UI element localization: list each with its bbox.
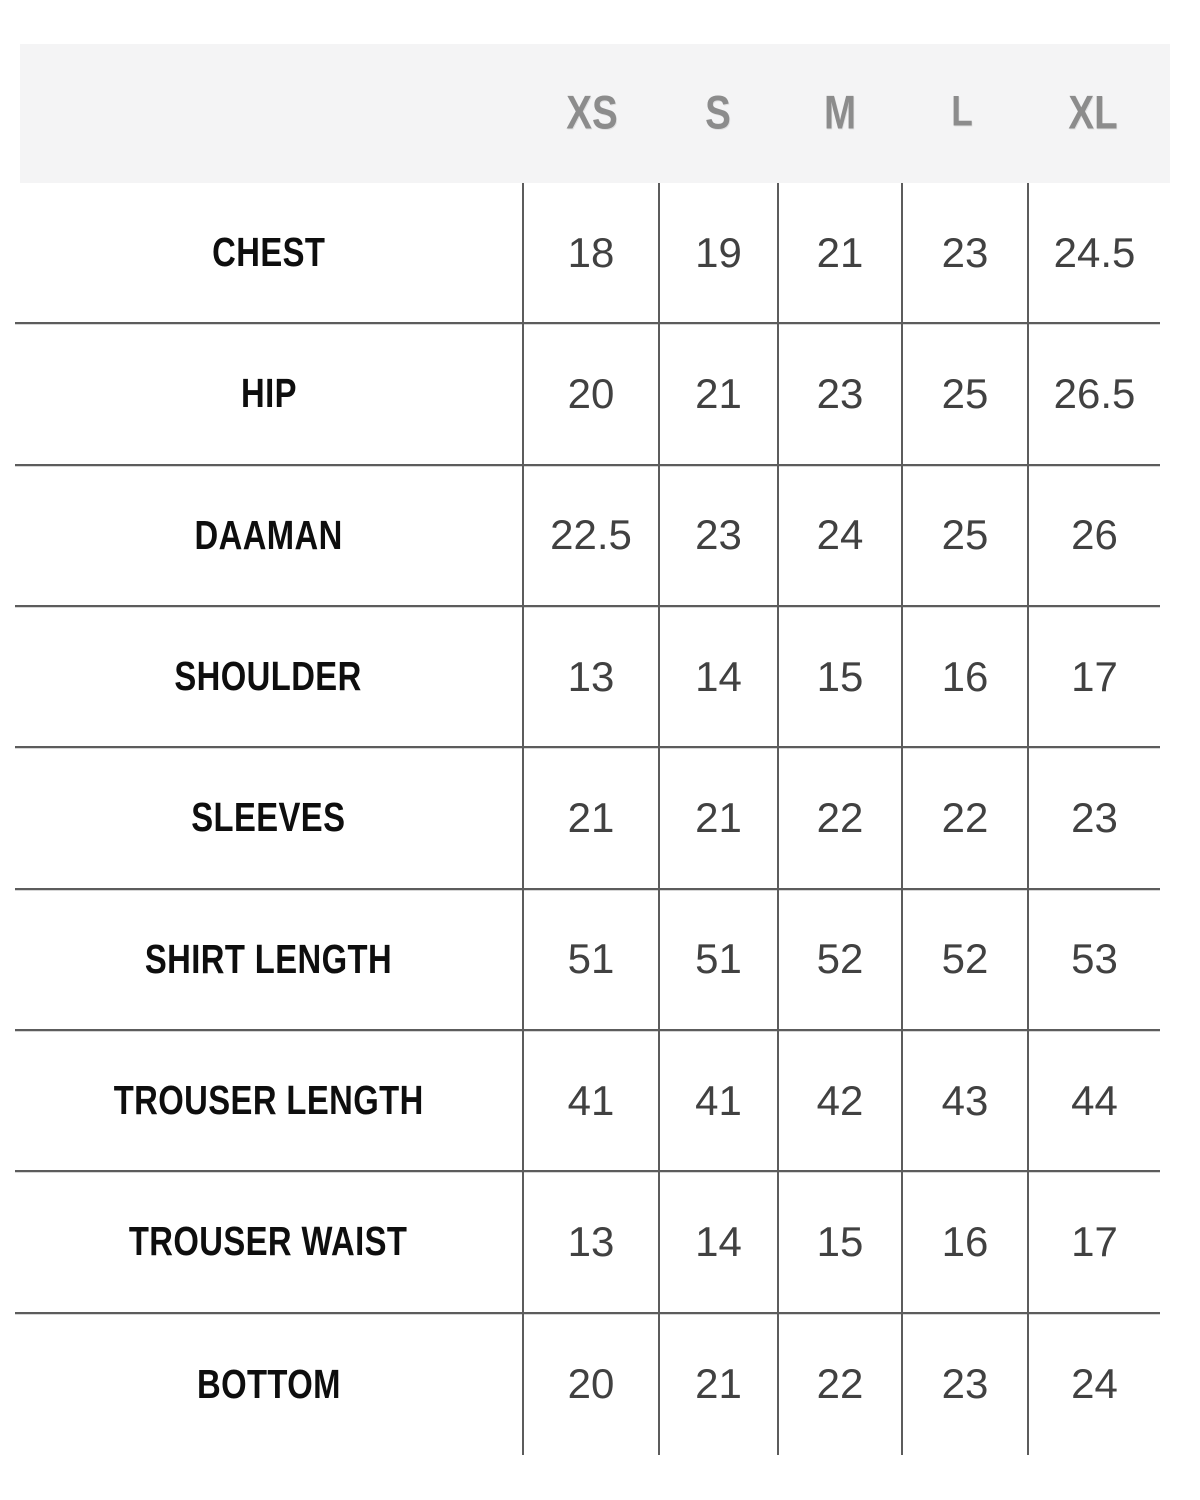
value-cell-xs: 13 <box>522 606 658 747</box>
row-label: SHOULDER <box>174 653 363 700</box>
value-cell-l: 43 <box>901 1030 1027 1171</box>
value-cell-xl: 53 <box>1027 889 1160 1029</box>
value-cell-xs: 13 <box>522 1172 658 1312</box>
row-label-cell: TROUSER LENGTH <box>15 1031 522 1170</box>
table-row-trouser-waist: TROUSER WAIST 13 14 15 16 17 <box>15 1172 1160 1314</box>
table-row-bottom: BOTTOM 20 21 22 23 24 <box>15 1313 1160 1455</box>
row-label-cell: SHOULDER <box>15 607 522 746</box>
table-row-shoulder: SHOULDER 13 14 15 16 17 <box>15 606 1160 749</box>
row-label-cell: TROUSER WAIST <box>15 1172 522 1311</box>
value-cell-xs: 18 <box>522 183 658 323</box>
row-label-cell: SLEEVES <box>15 748 522 887</box>
size-header-xs: XS <box>566 84 618 138</box>
value-cell-s: 21 <box>658 748 777 888</box>
value-cell-xs: 20 <box>522 324 658 464</box>
value-cell-m: 15 <box>777 606 901 747</box>
value-cell-l: 25 <box>901 324 1027 464</box>
value-cell-l: 22 <box>901 748 1027 888</box>
value-cell-xl: 26.5 <box>1027 324 1160 464</box>
value-cell-m: 24 <box>777 465 901 605</box>
table-row-shirt-length: SHIRT LENGTH 51 51 52 52 53 <box>15 889 1160 1031</box>
value-cell-s: 21 <box>658 324 777 464</box>
row-label-cell: HIP <box>15 324 522 463</box>
value-cell-l: 16 <box>901 1172 1027 1312</box>
row-label-cell: SHIRT LENGTH <box>15 890 522 1029</box>
value-cell-l: 23 <box>901 183 1027 323</box>
row-label: SHIRT LENGTH <box>144 935 393 982</box>
value-cell-s: 23 <box>658 465 777 605</box>
row-label-cell: BOTTOM <box>15 1314 522 1455</box>
value-cell-xl: 17 <box>1027 1172 1160 1312</box>
value-cell-xs: 41 <box>522 1030 658 1171</box>
value-cell-xs: 21 <box>522 748 658 888</box>
size-header-m: M <box>823 84 857 138</box>
value-cell-s: 14 <box>658 1172 777 1312</box>
value-cell-xl: 24 <box>1027 1313 1160 1455</box>
value-cell-xl: 23 <box>1027 748 1160 888</box>
value-cell-xl: 24.5 <box>1027 183 1160 323</box>
size-header-l: L <box>951 87 973 136</box>
row-label: DAAMAN <box>194 511 343 558</box>
value-cell-m: 21 <box>777 183 901 323</box>
value-cell-l: 52 <box>901 889 1027 1029</box>
value-cell-s: 41 <box>658 1030 777 1171</box>
row-label: BOTTOM <box>196 1360 341 1407</box>
row-label-cell: DAAMAN <box>15 466 522 605</box>
value-cell-s: 14 <box>658 606 777 747</box>
row-label: TROUSER LENGTH <box>113 1077 424 1124</box>
row-label: TROUSER WAIST <box>129 1218 408 1265</box>
value-cell-l: 16 <box>901 606 1027 747</box>
size-header-band: XS S M L XL <box>20 44 1170 183</box>
row-label: CHEST <box>211 229 326 276</box>
value-cell-s: 19 <box>658 183 777 323</box>
size-header-xl: XL <box>1068 84 1118 138</box>
value-cell-xl: 26 <box>1027 465 1160 605</box>
value-cell-l: 25 <box>901 465 1027 605</box>
size-table: CHEST 18 19 21 23 24.5 HIP 20 21 23 25 2… <box>15 183 1160 1455</box>
row-label: SLEEVES <box>191 794 346 841</box>
value-cell-m: 22 <box>777 1313 901 1455</box>
value-cell-m: 42 <box>777 1030 901 1171</box>
size-header-s: S <box>705 84 731 138</box>
value-cell-xl: 17 <box>1027 606 1160 747</box>
value-cell-m: 23 <box>777 324 901 464</box>
value-cell-xs: 22.5 <box>522 465 658 605</box>
value-cell-s: 21 <box>658 1313 777 1455</box>
value-cell-l: 23 <box>901 1313 1027 1455</box>
value-cell-m: 22 <box>777 748 901 888</box>
value-cell-m: 15 <box>777 1172 901 1312</box>
value-cell-m: 52 <box>777 889 901 1029</box>
row-label: HIP <box>240 370 297 417</box>
table-row-hip: HIP 20 21 23 25 26.5 <box>15 324 1160 466</box>
table-row-chest: CHEST 18 19 21 23 24.5 <box>15 183 1160 325</box>
table-row-daaman: DAAMAN 22.5 23 24 25 26 <box>15 465 1160 607</box>
value-cell-s: 51 <box>658 889 777 1029</box>
value-cell-xs: 20 <box>522 1313 658 1455</box>
value-cell-xs: 51 <box>522 889 658 1029</box>
table-row-trouser-length: TROUSER LENGTH 41 41 42 43 44 <box>15 1030 1160 1173</box>
row-label-cell: CHEST <box>15 183 522 322</box>
value-cell-xl: 44 <box>1027 1030 1160 1171</box>
table-row-sleeves: SLEEVES 21 21 22 22 23 <box>15 748 1160 890</box>
